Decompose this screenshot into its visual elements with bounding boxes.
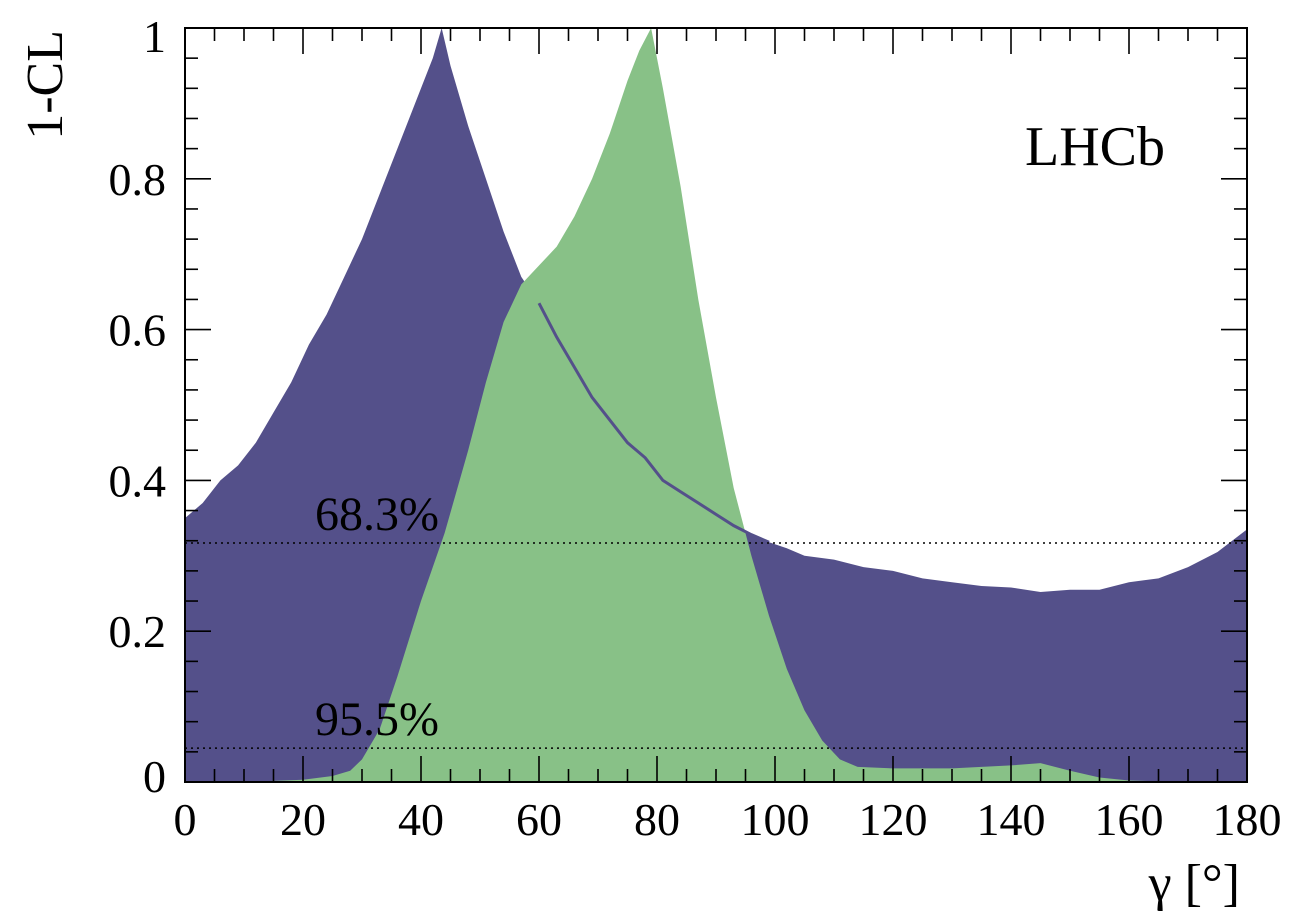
series-area-2 bbox=[185, 28, 1247, 782]
x-tick-label: 80 bbox=[634, 794, 680, 845]
x-tick-label: 40 bbox=[398, 794, 444, 845]
y-axis-label: 1-CL bbox=[17, 30, 74, 140]
tick-layer bbox=[184, 27, 1248, 783]
x-tick-label: 120 bbox=[859, 794, 928, 845]
x-tick-label: 140 bbox=[977, 794, 1046, 845]
y-tick-label: 0 bbox=[143, 751, 166, 802]
y-tick-label: 0.4 bbox=[109, 455, 167, 506]
lhcb-annotation: LHCb bbox=[1025, 116, 1165, 178]
x-tick-label: 100 bbox=[741, 794, 810, 845]
x-tick-label: 160 bbox=[1095, 794, 1164, 845]
x-tick-labels: 0 20 40 60 80 100 120 140 160 180 bbox=[174, 794, 1282, 845]
x-tick-label: 0 bbox=[174, 794, 197, 845]
y-tick-labels: 0 0.2 0.4 0.6 0.8 1 bbox=[109, 11, 167, 802]
y-tick-label: 0.8 bbox=[109, 154, 167, 205]
x-tick-label: 180 bbox=[1213, 794, 1282, 845]
ref-label-95: 95.5% bbox=[315, 693, 439, 746]
series-1-line-overlay bbox=[537, 302, 770, 544]
x-axis-label: γ [°] bbox=[1148, 855, 1240, 912]
y-tick-label: 0.2 bbox=[109, 606, 167, 657]
y-tick-label: 1 bbox=[143, 11, 166, 62]
x-tick-label: 20 bbox=[280, 794, 326, 845]
series-area-layer bbox=[185, 28, 1247, 782]
y-tick-label: 0.6 bbox=[109, 305, 167, 356]
ref-label-68: 68.3% bbox=[315, 488, 439, 541]
x-tick-label: 60 bbox=[516, 794, 562, 845]
